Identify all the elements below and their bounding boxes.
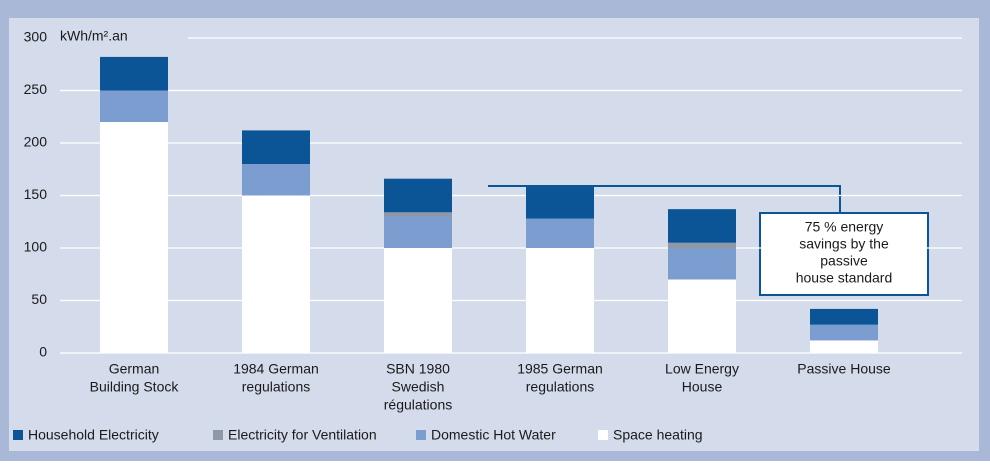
legend-label: Space heating (613, 427, 703, 443)
bar-segment (526, 218, 594, 248)
bar-segment (526, 186, 594, 219)
bar-segment (668, 209, 736, 243)
legend-label: Electricity for Ventilation (228, 427, 377, 443)
bar-segment (810, 308, 878, 325)
annotation-text: savings by the (799, 236, 889, 252)
x-tick-label: Passive House (797, 361, 891, 377)
legend-swatch (13, 430, 23, 440)
bar-segment (242, 195, 310, 353)
y-unit-label: kWh/m².an (60, 28, 128, 44)
x-tick-label: SBN 1980 (386, 361, 450, 377)
x-tick-label: Low Energy (665, 361, 739, 377)
legend-label: Household Electricity (28, 427, 159, 443)
y-tick-label: 150 (24, 186, 48, 202)
x-tick-label: regulations (526, 379, 595, 395)
bar-segment (384, 212, 452, 217)
bar-segment (668, 242, 736, 248)
annotation-text: 75 % energy (805, 219, 884, 235)
y-tick-label: 50 (31, 291, 47, 307)
bar-segment (100, 56, 168, 91)
y-tick-label: 300 (24, 29, 48, 45)
bar-segment (384, 248, 452, 353)
x-tick-label: 1984 German (233, 361, 319, 377)
y-tick-label: 250 (24, 81, 48, 97)
legend-swatch (416, 430, 426, 440)
annotation-text: passive (820, 253, 868, 269)
legend-swatch (598, 430, 608, 440)
bar-segment (526, 248, 594, 353)
x-tick-label: Swedish (392, 379, 445, 395)
bar-segment (668, 279, 736, 353)
bar-segment (100, 90, 168, 122)
x-tick-label: 1985 German (517, 361, 603, 377)
bar-segment (668, 248, 736, 280)
annotation-connector (488, 185, 841, 213)
bar-segment (810, 324, 878, 341)
legend-label: Domestic Hot Water (431, 427, 556, 443)
annotation-text: house standard (796, 270, 893, 286)
y-tick-label: 0 (39, 344, 47, 360)
annotation-box (759, 212, 929, 296)
x-tick-label: regulations (242, 379, 311, 395)
x-tick-label: Building Stock (90, 379, 180, 395)
legend-swatch (213, 430, 223, 440)
x-tick-label: House (682, 379, 723, 395)
bar-segment (242, 130, 310, 164)
y-tick-label: 200 (24, 134, 48, 150)
bar-segment (810, 340, 878, 353)
bar-segment (384, 178, 452, 213)
bar-segment (242, 164, 310, 196)
x-tick-label: German (109, 361, 160, 377)
bar-segment (100, 122, 168, 353)
y-tick-label: 100 (24, 239, 48, 255)
x-tick-label: régulations (384, 397, 453, 413)
bar-segment (384, 216, 452, 248)
